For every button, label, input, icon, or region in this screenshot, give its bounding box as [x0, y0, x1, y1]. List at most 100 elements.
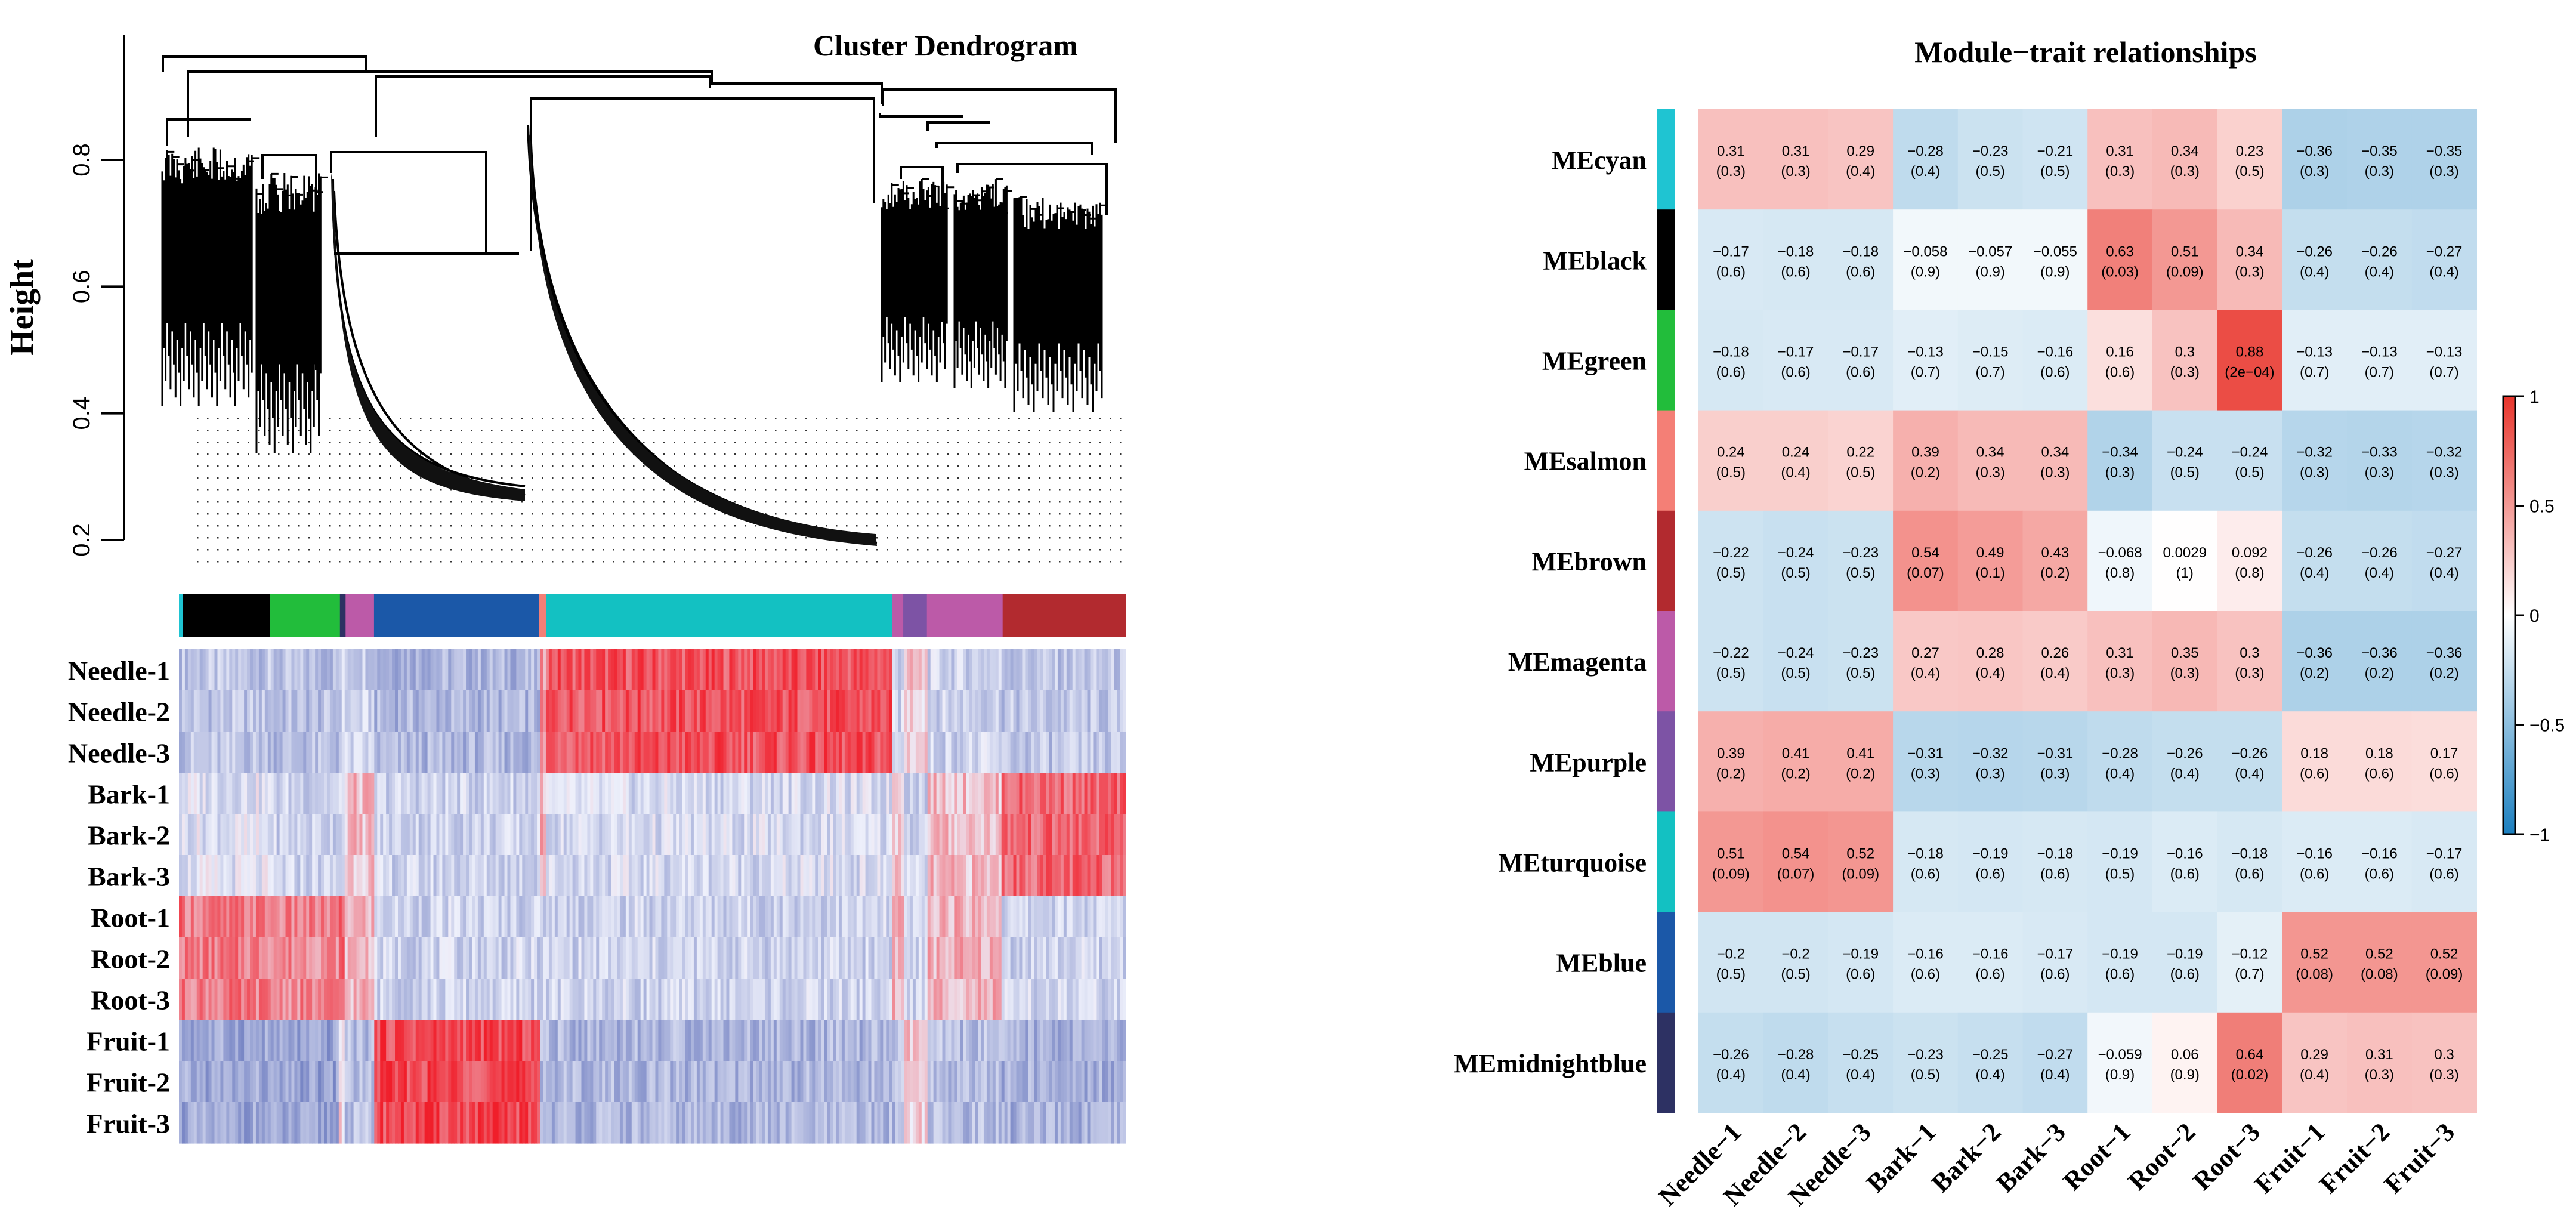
- expression-cell: [590, 1061, 594, 1103]
- expression-cell: [690, 937, 694, 979]
- expression-cell: [211, 814, 215, 856]
- expression-cell: [904, 979, 907, 1020]
- expression-cell: [238, 649, 242, 691]
- expression-cell: [1052, 1061, 1055, 1103]
- expression-cell: [978, 690, 981, 732]
- expression-cell: [699, 1061, 703, 1103]
- expression-cell: [341, 814, 345, 856]
- cell-correlation-label: 0.34: [2171, 143, 2199, 159]
- expression-cell: [909, 732, 913, 773]
- expression-cell: [708, 979, 712, 1020]
- expression-cell: [483, 732, 487, 773]
- expression-cell: [294, 937, 298, 979]
- expression-cell: [838, 1102, 842, 1144]
- expression-cell: [738, 1020, 742, 1062]
- expression-cell: [865, 649, 869, 691]
- expression-cell: [912, 1020, 916, 1062]
- expression-cell: [590, 896, 594, 938]
- expression-cell: [975, 937, 978, 979]
- expression-cell: [599, 690, 603, 732]
- expression-cell: [773, 855, 777, 897]
- expression-cell: [477, 690, 481, 732]
- expression-cell: [457, 855, 461, 897]
- expression-cell: [806, 1102, 810, 1144]
- expression-cell: [682, 979, 685, 1020]
- expression-cell: [486, 1102, 490, 1144]
- expression-cell: [764, 690, 768, 732]
- expression-cell: [451, 855, 455, 897]
- expression-cell: [963, 979, 966, 1020]
- expression-cell: [389, 814, 393, 856]
- expression-cell: [859, 855, 863, 897]
- expression-cell: [957, 773, 961, 814]
- expression-cell: [951, 896, 955, 938]
- expression-cell: [362, 855, 366, 897]
- expression-cell: [362, 690, 366, 732]
- expression-cell: [309, 773, 313, 814]
- cell-correlation-label: −0.23: [1972, 143, 2009, 159]
- expression-cell: [510, 690, 514, 732]
- cell-correlation-label: −0.25: [1842, 1047, 1879, 1063]
- expression-cell: [326, 649, 331, 691]
- expression-cell: [569, 814, 573, 856]
- expression-cell: [211, 1102, 215, 1144]
- expression-cell: [332, 732, 336, 773]
- expression-cell: [655, 1061, 659, 1103]
- expression-cell: [806, 690, 810, 732]
- expression-cell: [643, 937, 647, 979]
- expression-cell: [368, 937, 372, 979]
- expression-cell: [791, 649, 795, 691]
- expression-cell: [856, 979, 860, 1020]
- expression-cell: [1105, 1102, 1109, 1144]
- expression-cell: [563, 1061, 567, 1103]
- expression-cell: [779, 1020, 783, 1062]
- expression-cell: [270, 773, 274, 814]
- expression-cell: [951, 649, 955, 691]
- expression-cell: [584, 1102, 588, 1144]
- expression-cell: [495, 1020, 499, 1062]
- expression-cell: [288, 896, 292, 938]
- expression-cell: [578, 855, 582, 897]
- cell-pvalue-label: (0.3): [2300, 163, 2329, 180]
- expression-cell: [1066, 814, 1070, 856]
- expression-cell: [717, 937, 721, 979]
- expression-cell: [1025, 649, 1029, 691]
- cell-correlation-label: 0.64: [2236, 1047, 2264, 1063]
- expression-cell: [244, 690, 248, 732]
- expression-cell: [602, 979, 606, 1020]
- expression-cell: [1057, 773, 1061, 814]
- expression-cell: [909, 1061, 913, 1103]
- expression-cell: [1087, 690, 1091, 732]
- expression-cell: [699, 649, 703, 691]
- expression-cell: [835, 896, 839, 938]
- expression-cell: [525, 1061, 529, 1103]
- expression-cell: [803, 896, 807, 938]
- expression-cell: [1037, 690, 1040, 732]
- expression-cell: [1040, 1020, 1043, 1062]
- expression-cell: [498, 896, 502, 938]
- expression-cell: [1108, 979, 1111, 1020]
- expression-cell: [821, 896, 824, 938]
- module-bar-segment: [926, 594, 1003, 637]
- expression-cell: [303, 773, 307, 814]
- expression-cell: [285, 773, 289, 814]
- expression-cell: [584, 937, 588, 979]
- expression-cell: [318, 937, 322, 979]
- expression-cell: [1111, 979, 1114, 1020]
- cell-correlation-label: −0.17: [1778, 344, 1814, 360]
- expression-cell: [474, 1102, 478, 1144]
- expression-cell: [907, 855, 910, 897]
- cell-correlation-label: −0.28: [2102, 745, 2138, 761]
- cell-pvalue-label: (0.5): [1716, 967, 1746, 983]
- expression-cell: [495, 937, 499, 979]
- expression-cell: [270, 690, 274, 732]
- expression-cell: [297, 979, 301, 1020]
- expression-cell: [711, 690, 715, 732]
- expression-cell: [312, 855, 316, 897]
- expression-cell: [1022, 979, 1026, 1020]
- expression-cell: [915, 855, 919, 897]
- cell-pvalue-label: (0.4): [2170, 766, 2200, 782]
- cell-pvalue-label: (0.6): [1911, 866, 1940, 883]
- expression-cell: [1004, 690, 1008, 732]
- expression-cell: [918, 937, 922, 979]
